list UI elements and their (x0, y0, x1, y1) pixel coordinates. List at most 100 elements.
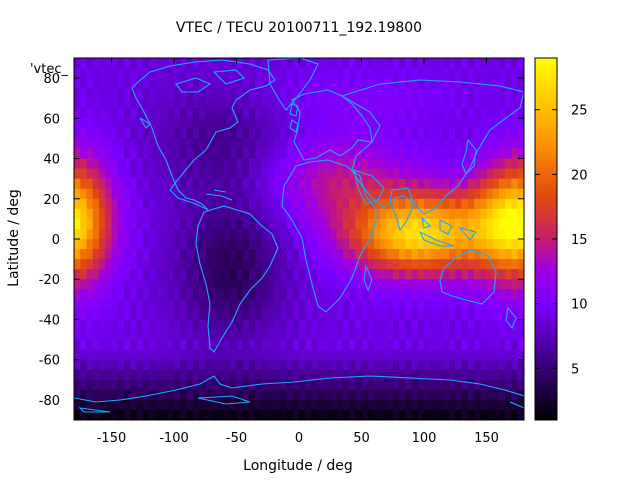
heatmap-cell (136, 399, 144, 411)
heatmap-cell (255, 249, 263, 260)
heatmap-cell (255, 188, 263, 200)
heatmap-cell (330, 329, 338, 341)
heatmap-cell (149, 98, 156, 109)
heatmap-cell (161, 379, 169, 391)
heatmap-cell (99, 128, 106, 140)
heatmap-cell (105, 98, 113, 109)
heatmap-cell (149, 299, 156, 310)
heatmap-cell (399, 259, 406, 270)
heatmap-cell (461, 319, 469, 331)
heatmap-cell (349, 88, 356, 99)
heatmap-cell (99, 339, 106, 351)
heatmap-cell (274, 148, 281, 160)
heatmap-cell (242, 128, 250, 140)
heatmap-cell (155, 148, 163, 160)
heatmap-cell (192, 138, 200, 150)
heatmap-cell (111, 379, 119, 391)
heatmap-cell (205, 319, 213, 331)
heatmap-cell (80, 108, 88, 119)
heatmap-cell (411, 359, 419, 371)
coastline-indonesia (418, 216, 477, 247)
heatmap-cell (230, 108, 238, 119)
heatmap-cell (255, 208, 263, 220)
heatmap-cell (174, 389, 181, 401)
heatmap-cell (324, 409, 331, 420)
heatmap-cell (336, 188, 344, 200)
heatmap-cell (92, 299, 100, 310)
heatmap-cell (174, 319, 181, 331)
heatmap-cell (186, 329, 194, 341)
heatmap-cell (167, 389, 175, 401)
heatmap-cell (392, 68, 400, 79)
heatmap-cell (386, 58, 394, 69)
heatmap-cell (399, 168, 406, 180)
heatmap-cell (399, 399, 406, 411)
heatmap-cell (499, 309, 506, 321)
heatmap-cell (224, 349, 231, 361)
heatmap-cell (417, 208, 425, 220)
heatmap-cell (267, 239, 275, 250)
heatmap-cell (505, 389, 513, 401)
heatmap-cell (149, 228, 156, 240)
heatmap-cell (486, 198, 494, 210)
heatmap-cell (199, 319, 206, 331)
heatmap-cell (361, 148, 369, 160)
heatmap-cell (111, 68, 119, 79)
heatmap-cell (261, 178, 269, 190)
heatmap-cell (436, 228, 444, 240)
heatmap-cell (511, 299, 519, 310)
heatmap-cell (474, 379, 481, 391)
heatmap-cell (449, 228, 456, 240)
heatmap-cell (386, 379, 394, 391)
heatmap-cell (374, 389, 381, 401)
heatmap-cell (380, 68, 388, 79)
heatmap-cell (261, 239, 269, 250)
heatmap-cell (317, 178, 325, 190)
heatmap-cell (230, 319, 238, 331)
heatmap-cell (417, 148, 425, 160)
heatmap-cell (511, 228, 519, 240)
heatmap-cell (186, 138, 194, 150)
heatmap-cell (92, 359, 100, 371)
heatmap-cell (486, 228, 494, 240)
heatmap-cell (411, 88, 419, 99)
heatmap-cell (124, 128, 131, 140)
heatmap-cell (130, 58, 138, 69)
heatmap-cell (511, 259, 519, 270)
coastline-africa (281, 159, 379, 313)
heatmap-cell (474, 188, 481, 200)
heatmap-cell (342, 279, 350, 290)
heatmap-cell (492, 279, 500, 290)
heatmap-cell (192, 269, 200, 280)
heatmap-cell (80, 208, 88, 220)
heatmap-cell (261, 168, 269, 180)
heatmap-cell (324, 128, 331, 140)
heatmap-cell (149, 309, 156, 321)
heatmap-cell (380, 88, 388, 99)
heatmap-cell (386, 218, 394, 230)
heatmap-cell (324, 108, 331, 119)
heatmap-cell (380, 138, 388, 150)
heatmap-cell (242, 409, 250, 420)
heatmap-cell (380, 249, 388, 260)
heatmap-cell (161, 68, 169, 79)
heatmap-cell (499, 279, 506, 290)
heatmap-cell (249, 399, 256, 411)
heatmap-cell (280, 349, 288, 361)
heatmap-cell (399, 239, 406, 250)
heatmap-cell (330, 289, 338, 300)
heatmap-cell (261, 339, 269, 351)
heatmap-cell (299, 88, 306, 99)
heatmap-cell (386, 299, 394, 310)
heatmap-cell (392, 218, 400, 230)
heatmap-cell (380, 349, 388, 361)
heatmap-cell (86, 98, 94, 109)
heatmap-cell (86, 118, 94, 129)
heatmap-cell (186, 259, 194, 270)
heatmap-cell (442, 78, 450, 89)
heatmap-cell (417, 399, 425, 411)
y-tick-label: -80 (39, 394, 60, 409)
heatmap-cell (74, 349, 81, 361)
heatmap-cell (517, 188, 524, 200)
